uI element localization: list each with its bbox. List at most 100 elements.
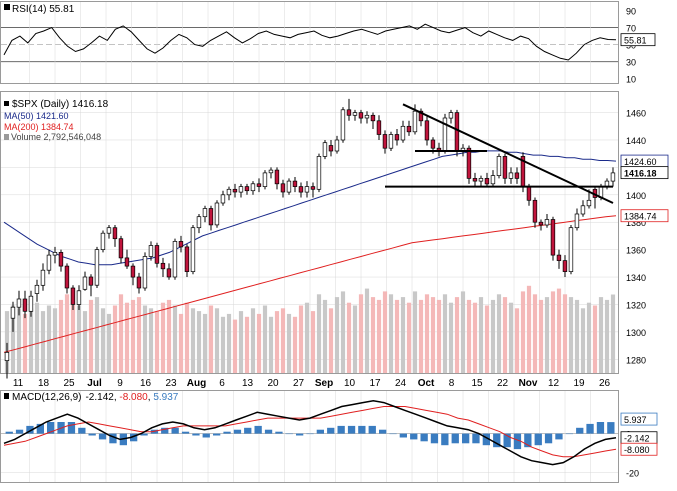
candle-down bbox=[406, 125, 412, 133]
x-tick-label: 25 bbox=[63, 378, 75, 389]
macd-hist-bar bbox=[306, 433, 314, 435]
volume-bar bbox=[490, 299, 496, 373]
x-tick-label: 8 bbox=[449, 378, 455, 389]
volume-bar bbox=[172, 305, 178, 373]
volume-bar bbox=[418, 299, 424, 373]
x-tick-label: 22 bbox=[497, 378, 509, 389]
candle-up bbox=[76, 290, 82, 305]
macd-hist-bar bbox=[368, 425, 376, 434]
volume-bar bbox=[268, 316, 274, 374]
volume-bar bbox=[142, 305, 148, 373]
macd-lines bbox=[3, 399, 617, 466]
macd-axis: 0-205.937-2.142-8.080 bbox=[620, 412, 658, 478]
volume-bar bbox=[4, 311, 10, 373]
rsi-current-label: 55.81 bbox=[624, 36, 647, 46]
candle-down bbox=[70, 287, 76, 305]
macd-hist-bar bbox=[493, 433, 501, 448]
volume-bar bbox=[244, 316, 250, 374]
candle-down bbox=[532, 199, 538, 223]
candle-up bbox=[322, 142, 328, 157]
rsi-tick-label: 10 bbox=[626, 75, 636, 85]
macd-hist-bar bbox=[47, 422, 55, 434]
candle-up bbox=[142, 256, 148, 289]
candle-down bbox=[154, 245, 160, 264]
volume-bar bbox=[364, 288, 370, 373]
price-tick-label: 1300 bbox=[626, 328, 646, 338]
volume-bar bbox=[16, 308, 22, 373]
x-tick-label: Aug bbox=[187, 378, 206, 389]
volume-bar bbox=[190, 308, 196, 373]
macd-hist-bar bbox=[78, 427, 86, 434]
macd-hist-bar bbox=[451, 433, 459, 444]
candle-down bbox=[376, 120, 382, 135]
volume-bar bbox=[214, 308, 220, 373]
candle-up bbox=[10, 306, 16, 319]
rsi-grid bbox=[1, 2, 618, 83]
macd-hist-bar bbox=[347, 425, 356, 434]
candle-down bbox=[328, 145, 334, 152]
volume-bar bbox=[340, 291, 346, 373]
ma200-line bbox=[3, 215, 617, 353]
macd-legend-swatch bbox=[4, 393, 9, 399]
volume-bar bbox=[88, 299, 94, 373]
macd-hist-bar bbox=[544, 433, 553, 444]
price-legend-swatch bbox=[4, 101, 9, 106]
volume-label: Volume 2,792,546,048 bbox=[11, 132, 101, 142]
candle-up bbox=[106, 227, 112, 234]
price-current-box bbox=[620, 166, 669, 180]
candle-down bbox=[280, 183, 286, 193]
macd-hist-bar bbox=[202, 433, 210, 438]
volume-bar bbox=[526, 285, 532, 373]
volume-bar bbox=[118, 294, 124, 374]
signal-current-label: -8.080 bbox=[624, 445, 650, 455]
price-tick-label: 1360 bbox=[626, 246, 646, 256]
volume-bar bbox=[436, 299, 442, 373]
volume-bar bbox=[34, 302, 40, 373]
macd-hist-bar bbox=[524, 433, 532, 448]
volume-bar bbox=[346, 302, 352, 373]
candle-up bbox=[226, 188, 232, 196]
candle-down bbox=[562, 260, 568, 272]
macd-hist-bar bbox=[337, 425, 345, 434]
x-tick-label: 17 bbox=[369, 378, 381, 389]
volume-bar bbox=[532, 294, 538, 374]
volume-bar bbox=[328, 308, 334, 373]
volume-bar bbox=[124, 302, 130, 373]
candle-down bbox=[160, 262, 166, 270]
volume-bar bbox=[466, 299, 472, 373]
candle-up bbox=[46, 254, 52, 271]
macd-hist-bar bbox=[264, 429, 273, 434]
x-tick-label: 11 bbox=[13, 378, 24, 389]
volume-bar bbox=[352, 305, 358, 373]
macd-sep-1: , bbox=[114, 392, 120, 403]
macd-hist-bar bbox=[161, 427, 169, 434]
candle-up bbox=[610, 172, 616, 182]
volume-bar bbox=[238, 311, 244, 373]
volume-bar bbox=[460, 291, 466, 373]
volume-bar bbox=[568, 297, 574, 373]
volume-bar bbox=[388, 294, 394, 374]
candle-down bbox=[370, 114, 376, 122]
x-tick-label: 13 bbox=[242, 378, 254, 389]
candle-down bbox=[502, 156, 508, 179]
volume-bar bbox=[298, 305, 304, 373]
volume-bar bbox=[454, 297, 460, 373]
candle-down bbox=[166, 268, 172, 278]
price-legend: $SPX (Daily) 1416.18 MA(50) 1421.60 MA(2… bbox=[4, 99, 109, 142]
volume-legend-icon bbox=[4, 134, 9, 140]
volume-bar bbox=[502, 297, 508, 373]
x-tick-label: 12 bbox=[548, 378, 560, 389]
candle-up bbox=[262, 172, 268, 187]
rsi-title: RSI(14) 55.81 bbox=[12, 4, 75, 15]
macd-hist-bar bbox=[565, 433, 573, 435]
macd-hist-current-box bbox=[620, 412, 658, 426]
x-tick-label: 6 bbox=[219, 378, 225, 389]
macd-hist-bar bbox=[296, 433, 304, 436]
x-tick-label: 15 bbox=[471, 378, 483, 389]
macd-hist-bar bbox=[503, 433, 511, 448]
candle-up bbox=[304, 186, 310, 193]
volume-bar bbox=[286, 313, 292, 373]
volume-bar bbox=[136, 297, 142, 373]
volume-bar bbox=[70, 302, 76, 373]
x-tick-label: Sep bbox=[315, 378, 333, 389]
